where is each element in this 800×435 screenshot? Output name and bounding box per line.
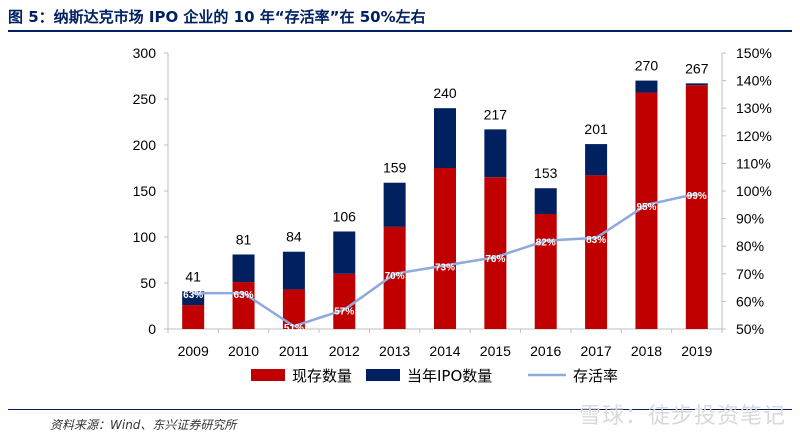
bar-total-label: 159 [383,160,407,176]
y-right-tick-label: 140% [736,73,772,89]
bar-ipo [685,83,708,86]
survival-rate-label: 73% [435,263,455,274]
y-right-tick-label: 70% [736,266,764,282]
legend-swatch-existing [251,369,285,381]
x-tick-label: 2019 [681,343,712,359]
survival-rate-label: 76% [485,254,505,265]
survival-rate-label: 51% [284,323,304,334]
survival-rate-label: 95% [636,202,656,213]
survival-rate-label: 82% [536,238,556,249]
bar-ipo [434,108,456,168]
legend-label-survival: 存活率 [573,367,618,385]
bar-existing [434,168,456,329]
legend: 现存数量 当年IPO数量 存活率 [251,367,618,385]
x-tick-label: 2009 [178,343,209,359]
legend-swatch-ipo [366,369,400,381]
x-tick-label: 2016 [530,343,561,359]
watermark: 雪球：徒步投资笔记 [578,404,786,429]
x-tick-label: 2013 [379,343,410,359]
bar-total-label: 41 [185,268,201,284]
bar-total-label: 81 [236,231,252,247]
y-left-tick-label: 100 [133,229,157,245]
bar-total-label: 267 [685,60,709,76]
survival-rate-line [193,192,698,328]
y-right-tick-label: 80% [736,238,764,254]
y-left-tick-label: 0 [148,321,156,337]
y-right-tick-label: 60% [736,293,764,309]
title-rule [8,30,792,32]
y-right-tick-label: 110% [736,155,771,171]
bar-ipo [232,254,255,283]
bar-existing [232,282,255,329]
bar-total-label: 84 [286,229,302,245]
y-right-tick-label: 90% [736,211,764,227]
bar-existing [635,92,658,329]
y-left-tick-label: 300 [133,45,157,61]
survival-rate-label: 63% [183,290,203,301]
bar-ipo [635,80,658,93]
x-tick-label: 2014 [429,343,460,359]
x-tick-label: 2015 [480,343,511,359]
bar-ipo [383,182,406,227]
survival-rate-label: 99% [687,191,707,202]
bar-ipo [534,188,557,214]
y-left-tick-label: 250 [133,91,157,107]
bar-ipo [182,291,205,306]
x-tick-label: 2011 [279,343,309,359]
survival-rate-label: 83% [586,235,606,246]
source-note: 资料来源：Wind、东兴证券研究所 [50,418,237,432]
legend-label-ipo: 当年IPO数量 [407,367,492,385]
bar-ipo [282,251,305,290]
bar-total-label: 240 [433,85,457,101]
source-rule [8,409,792,410]
y-right-tick-label: 50% [736,321,764,337]
x-tick-label: 2010 [228,343,259,359]
x-tick-label: 2017 [581,343,612,359]
bars [182,80,708,329]
bar-existing [383,226,406,329]
y-left-tick-label: 200 [133,137,157,153]
y-left-tick-label: 150 [133,183,157,199]
bar-existing [282,289,305,329]
legend-label-existing: 现存数量 [292,367,352,385]
bar-existing [182,305,205,329]
bar-total-label: 201 [584,121,608,137]
y-right-tick-label: 150% [736,45,772,61]
axes: 0 50 100 150 200 250 300 50% 60% 70% 80% 90% 100% 110… [133,45,772,359]
bar-ipo [585,144,608,176]
x-tick-label: 2018 [631,343,662,359]
bar-total-label: 217 [484,106,508,122]
bar-ipo [484,129,507,178]
y-right-tick-label: 130% [736,100,772,116]
y-right-tick-label: 120% [736,128,772,144]
survival-rate-label: 57% [334,307,354,318]
bar-total-label: 153 [534,165,558,181]
chart: 0 50 100 150 200 250 300 50% 60% 70% 80% 90% 100% 110… [133,45,772,385]
bar-ipo [333,231,356,274]
survival-rate-label: 70% [385,271,405,282]
survival-line [193,192,698,328]
bar-existing [585,175,608,329]
bar-existing [685,85,708,329]
x-tick-label: 2012 [329,343,360,359]
figure-title: 图 5：纳斯达克市场 IPO 企业的 10 年“存活率”在 50%左右 [8,8,426,26]
data-labels: 41 81 84 106 159 240 217 153 201 270 267 63% 63% 51% 5… [183,58,709,335]
y-right-tick-label: 100% [736,183,772,199]
bar-existing [484,177,507,329]
bar-existing [333,273,356,329]
y-left-tick-label: 50 [140,275,156,291]
bar-total-label: 106 [333,208,357,224]
survival-rate-label: 63% [234,290,254,301]
bar-existing [534,214,557,329]
bar-total-label: 270 [635,58,659,74]
